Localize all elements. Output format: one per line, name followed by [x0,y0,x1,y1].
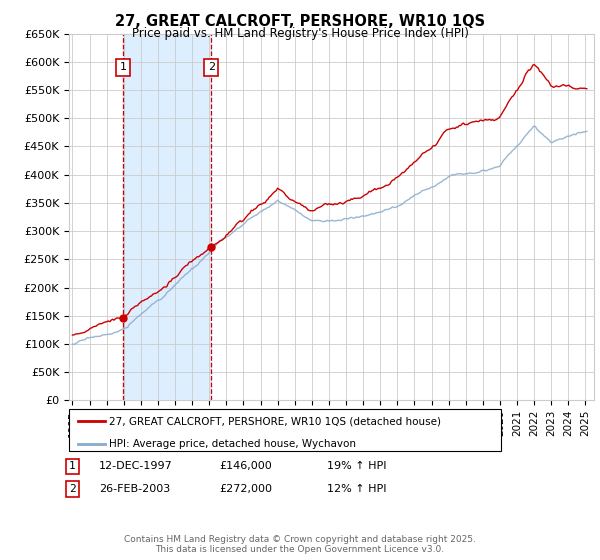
Text: 19% ↑ HPI: 19% ↑ HPI [327,461,386,472]
Text: 12% ↑ HPI: 12% ↑ HPI [327,484,386,494]
Text: 2: 2 [69,484,76,494]
Text: 2: 2 [208,63,215,72]
Text: 1: 1 [119,63,127,72]
Text: 26-FEB-2003: 26-FEB-2003 [99,484,170,494]
Text: Price paid vs. HM Land Registry's House Price Index (HPI): Price paid vs. HM Land Registry's House … [131,27,469,40]
Text: 1: 1 [69,461,76,472]
Text: 27, GREAT CALCROFT, PERSHORE, WR10 1QS (detached house): 27, GREAT CALCROFT, PERSHORE, WR10 1QS (… [109,416,441,426]
Text: HPI: Average price, detached house, Wychavon: HPI: Average price, detached house, Wych… [109,439,356,449]
Text: Contains HM Land Registry data © Crown copyright and database right 2025.
This d: Contains HM Land Registry data © Crown c… [124,535,476,554]
Bar [123,34,211,400]
Text: 27, GREAT CALCROFT, PERSHORE, WR10 1QS: 27, GREAT CALCROFT, PERSHORE, WR10 1QS [115,14,485,29]
Text: £146,000: £146,000 [219,461,272,472]
Text: £272,000: £272,000 [219,484,272,494]
Text: 12-DEC-1997: 12-DEC-1997 [99,461,173,472]
